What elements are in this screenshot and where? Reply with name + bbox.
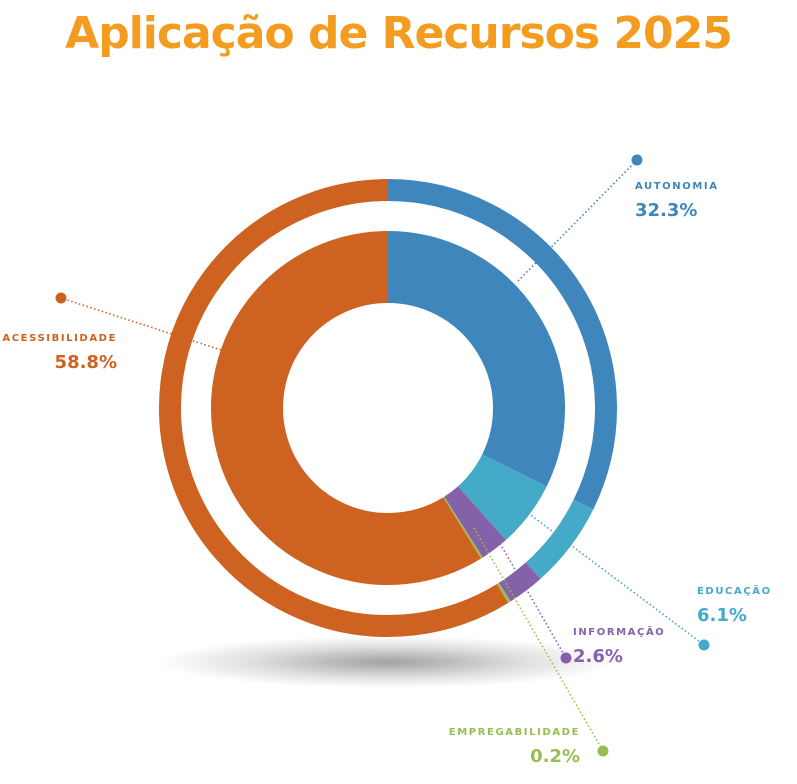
- leader-dot-empregabilidade: [597, 745, 609, 757]
- leader-dot-informacao: [560, 652, 572, 664]
- leader-line-informacao: [497, 539, 567, 659]
- chart-title: Aplicação de Recursos 2025: [65, 8, 733, 59]
- outer-slice-informacao: [498, 562, 541, 602]
- outer-ring: [159, 179, 617, 637]
- leader-dot-educacao: [698, 639, 710, 651]
- outer-slice-acessibilidade: [159, 179, 509, 637]
- segment-value-empregabilidade: 0.2%: [530, 746, 580, 767]
- outer-slice-empregabilidade: [496, 582, 511, 603]
- segment-name-empregabilidade: EMPREGABILIDADE: [449, 727, 580, 738]
- inner-ring: [211, 231, 565, 585]
- inner-slice-empregabilidade: [443, 496, 483, 559]
- segment-name-autonomia: AUTONOMIA: [635, 181, 719, 192]
- segment-value-educacao: 6.1%: [697, 605, 747, 626]
- chart-shadow: [158, 636, 618, 688]
- leader-line-acessibilidade: [60, 297, 222, 351]
- leader-line-educacao: [527, 512, 705, 646]
- segment-value-informacao: 2.6%: [573, 646, 623, 667]
- segment-value-acessibilidade: 58.8%: [55, 352, 117, 373]
- segment-name-educacao: EDUCAÇÃO: [697, 584, 772, 597]
- segment-labels: AUTONOMIA 32.3% EDUCAÇÃO 6.1% INFORMAÇÃO 2.6%…: [2, 181, 772, 767]
- leader-dot-autonomia: [631, 154, 643, 166]
- inner-slice-informacao: [443, 485, 506, 558]
- leader-lines: [55, 154, 710, 757]
- leader-line-empregabilidade: [473, 527, 604, 752]
- outer-slice-educacao: [525, 499, 594, 579]
- inner-slice-acessibilidade: [211, 231, 481, 585]
- inner-slice-autonomia: [386, 231, 565, 487]
- segment-value-autonomia: 32.3%: [635, 200, 697, 221]
- segment-name-informacao: INFORMAÇÃO: [573, 625, 665, 638]
- leader-dot-acessibilidade: [55, 292, 67, 304]
- inner-slice-educacao: [457, 453, 547, 541]
- outer-slice-autonomia: [387, 179, 617, 510]
- segment-name-acessibilidade: ACESSIBILIDADE: [2, 333, 117, 344]
- leader-line-autonomia: [517, 159, 638, 282]
